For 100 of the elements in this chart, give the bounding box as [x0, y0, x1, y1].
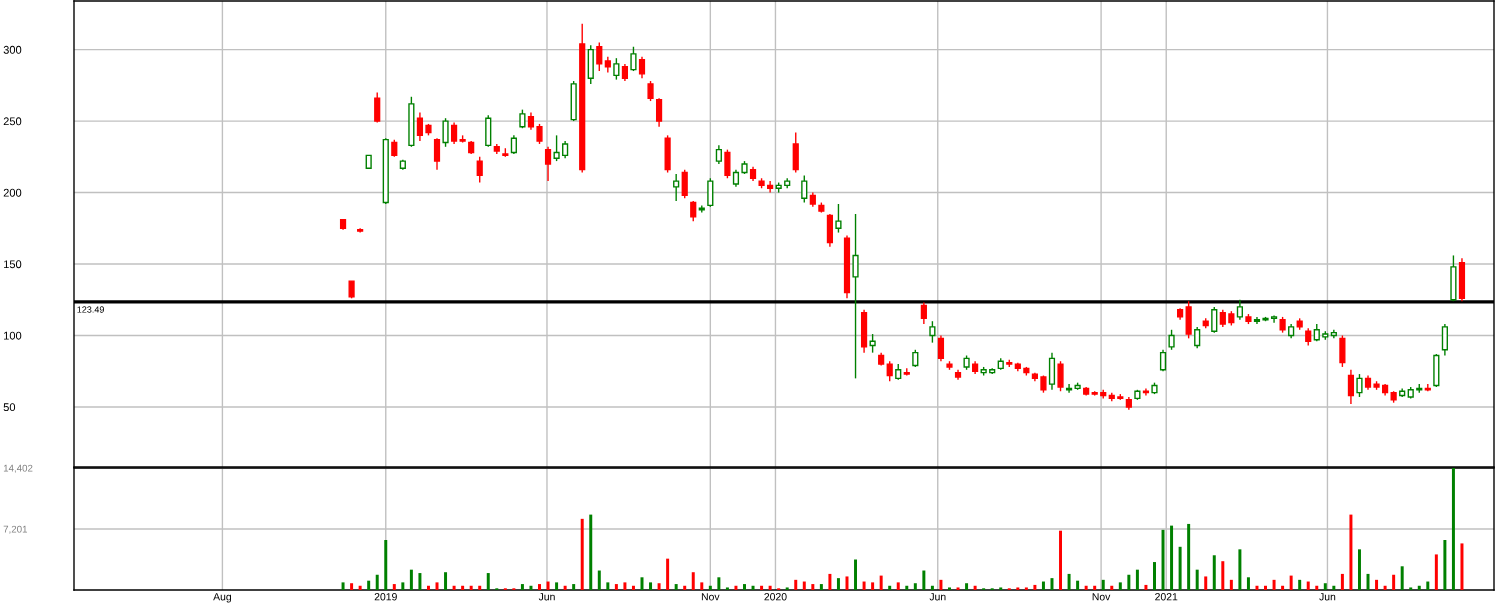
x-tick-label: 2019 [374, 593, 397, 601]
y-tick-label: 250 [3, 117, 22, 126]
bar [1460, 543, 1464, 590]
bar [555, 582, 559, 590]
candlestick [553, 134, 560, 162]
bar [1101, 579, 1105, 590]
candlestick [920, 301, 927, 325]
candlestick [1168, 329, 1175, 351]
bar [913, 583, 917, 590]
ref-line-label: 123.49 [77, 306, 104, 313]
bar [1238, 549, 1242, 590]
bar [649, 582, 653, 590]
bar [1383, 585, 1387, 590]
candlestick [835, 203, 842, 234]
bar [666, 558, 670, 590]
bar [461, 585, 465, 590]
bar [1281, 585, 1285, 590]
bar [392, 584, 396, 590]
bar [538, 584, 541, 590]
bar [1067, 573, 1071, 590]
bar [819, 584, 823, 590]
bar [401, 582, 405, 590]
bar [947, 587, 951, 590]
bar [785, 587, 789, 590]
bar [1434, 554, 1438, 590]
bar [426, 585, 430, 590]
bar [1306, 581, 1310, 590]
bar [1178, 546, 1182, 590]
bar [845, 576, 849, 590]
bar [589, 514, 593, 590]
candlestick [715, 144, 722, 165]
candlestick [801, 174, 808, 204]
bar [384, 540, 388, 590]
bar [683, 585, 687, 590]
bar [1016, 587, 1020, 590]
candlestick [655, 97, 663, 128]
bar [1272, 579, 1276, 590]
bar [708, 585, 712, 590]
candlestick [476, 156, 483, 184]
candlestick [681, 168, 688, 199]
bar [1323, 583, 1327, 590]
bar [1127, 574, 1131, 590]
bar [631, 585, 635, 590]
bar [1041, 581, 1045, 590]
candlestick [613, 57, 620, 81]
candlestick [596, 41, 603, 72]
bar [1332, 585, 1336, 590]
bar [717, 577, 721, 590]
candlestick [852, 213, 859, 380]
candlestick [450, 121, 458, 145]
bar [871, 582, 875, 590]
bar [418, 573, 422, 590]
bar [350, 583, 354, 590]
candlestick [767, 180, 774, 194]
bar [802, 581, 806, 590]
bar [905, 585, 909, 590]
candlestick [630, 46, 637, 72]
bar [1212, 555, 1216, 590]
candlestick [544, 146, 552, 182]
bar [1349, 514, 1353, 590]
bar [760, 585, 764, 590]
bar [1084, 585, 1088, 590]
bar [751, 585, 755, 590]
bar [1144, 584, 1148, 590]
x-tick-label: 2021 [1155, 593, 1178, 601]
x-tick-label: Jun [1319, 593, 1336, 601]
y-tick-label: 50 [3, 403, 16, 412]
bar [563, 585, 567, 590]
bar [435, 582, 439, 590]
y-tick-label: 200 [3, 188, 22, 197]
bar [469, 585, 473, 590]
bar [1443, 540, 1447, 590]
bar [1417, 585, 1421, 590]
bar [854, 559, 858, 590]
bar [879, 575, 883, 590]
bar [1024, 587, 1028, 590]
y-tick-label: 300 [3, 45, 22, 54]
bar [888, 585, 892, 590]
bar [1289, 575, 1293, 590]
bar [1059, 530, 1063, 590]
candlestick [1441, 323, 1448, 357]
x-tick-label: Nov [701, 593, 720, 601]
bar [486, 573, 490, 590]
candlestick [929, 320, 936, 344]
candlestick [937, 334, 945, 362]
bar [1152, 562, 1156, 590]
candlestick [724, 148, 731, 179]
bar [1426, 581, 1430, 590]
bar [1340, 573, 1344, 590]
bar [1246, 577, 1250, 590]
candlestick [416, 111, 424, 142]
bar [1110, 585, 1114, 590]
bar [725, 587, 729, 590]
y-tick-label: 7,201 [3, 525, 28, 534]
candlestick [690, 200, 697, 222]
bar [1195, 569, 1199, 590]
x-tick-label: Aug [213, 593, 231, 603]
bar [939, 579, 943, 590]
bar [1400, 566, 1404, 590]
candlestick [1065, 383, 1073, 394]
